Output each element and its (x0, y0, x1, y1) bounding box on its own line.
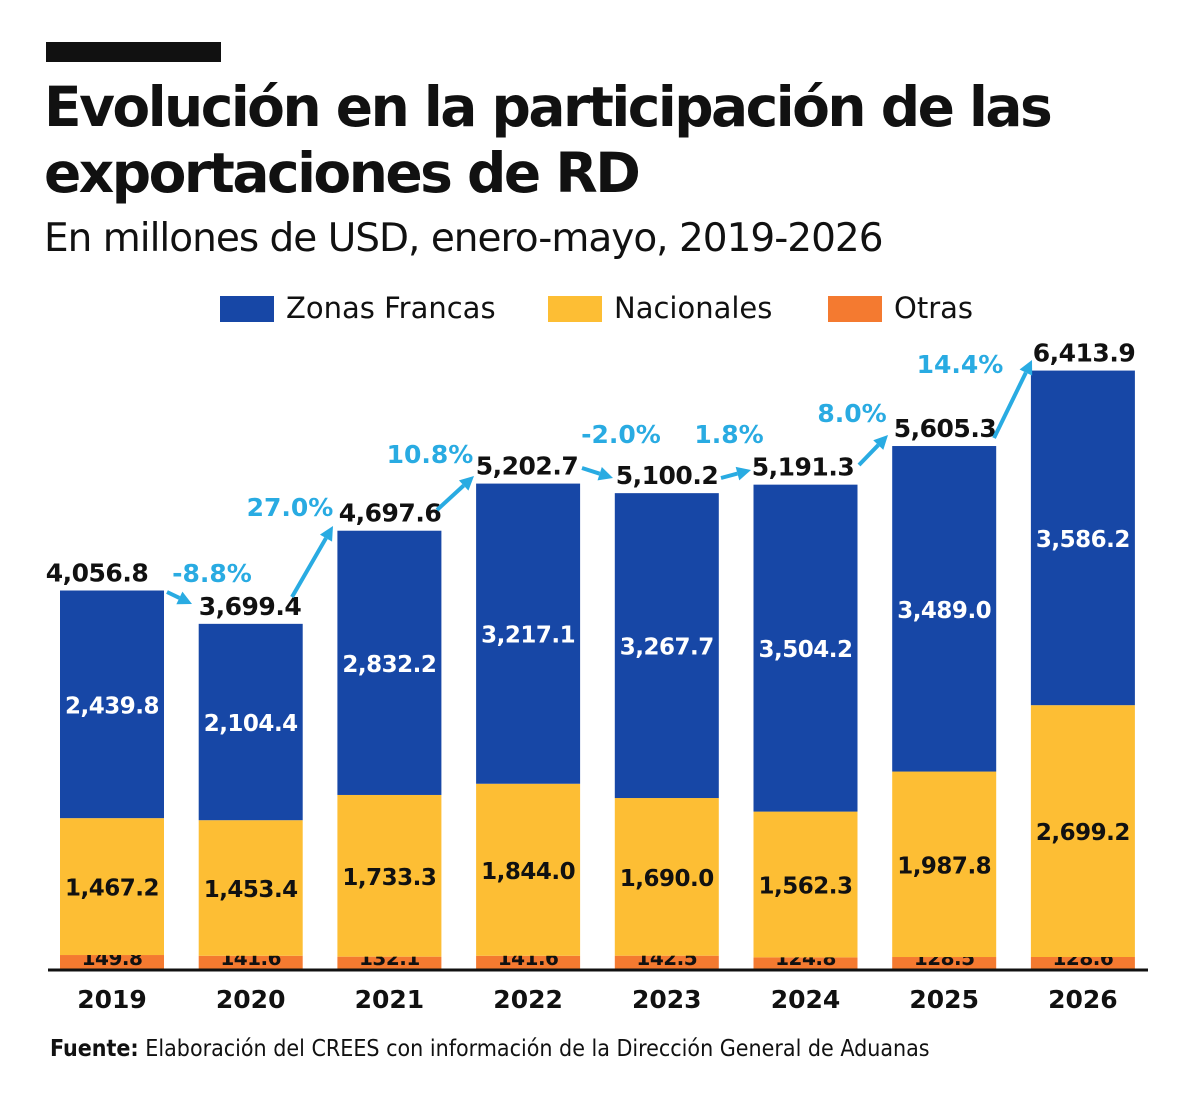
x-tick-label-2026: 2026 (1048, 985, 1118, 1014)
growth-label-2022: 10.8% (387, 440, 474, 469)
legend-swatch-zonas-francas (220, 296, 274, 322)
growth-label-2026: 14.4% (917, 350, 1004, 379)
x-tick-label-2022: 2022 (493, 985, 563, 1014)
bar-zonas-francas-2023 (614, 493, 719, 799)
growth-label-2021: 27.0% (247, 493, 334, 522)
segment-label-zonas-francas-2019: 2,439.8 (65, 693, 159, 719)
source-text: Elaboración del CREES con información de… (145, 1036, 930, 1062)
growth-arrowhead-2020-2021 (319, 526, 333, 542)
growth-label-2023: -2.0% (581, 420, 661, 449)
total-label-2026: 6,413.9 (1033, 339, 1135, 368)
total-label-2024: 5,191.3 (752, 453, 854, 482)
segment-label-nacionales-2025: 1,987.8 (897, 853, 991, 879)
growth-arrow-2020-2021 (290, 537, 328, 599)
legend-swatch-otras (828, 296, 882, 322)
chart-subtitle: En millones de USD, enero-mayo, 2019-202… (44, 216, 884, 261)
legend-label-zonas-francas: Zonas Francas (286, 291, 496, 325)
total-label-2021: 4,697.6 (339, 499, 442, 528)
bar-nacionales-2026 (1030, 705, 1135, 958)
total-label-2023: 5,100.2 (616, 461, 718, 490)
total-label-2020: 3,699.4 (199, 592, 302, 621)
total-label-2025: 5,605.3 (894, 414, 996, 443)
segment-label-zonas-francas-2025: 3,489.0 (897, 598, 991, 624)
chart-title: Evolución en la participación de las exp… (44, 75, 1053, 205)
bar-zonas-francas-2021 (337, 530, 442, 795)
bar-otras-2026 (1030, 957, 1135, 969)
growth-arrowhead-2025-2026 (1019, 360, 1033, 376)
bar-nacionales-2021 (337, 794, 442, 957)
growth-label-2020: -8.8% (172, 559, 252, 588)
x-tick-label-2021: 2021 (355, 985, 425, 1014)
bar-otras-2021 (337, 956, 442, 969)
segment-label-zonas-francas-2026: 3,586.2 (1036, 527, 1130, 553)
growth-arrowhead-2021-2022 (458, 476, 474, 491)
x-tick-label-2023: 2023 (632, 985, 702, 1014)
bar-nacionales-2023 (614, 798, 719, 956)
bar-otras-2019 (60, 955, 164, 969)
bar-nacionales-2019 (60, 818, 164, 956)
x-tick-label-2025: 2025 (909, 985, 979, 1014)
growth-arrow-2023-2024 (720, 471, 738, 480)
x-tick-label-2019: 2019 (77, 985, 147, 1014)
bar-otras-2023 (614, 955, 719, 969)
bar-nacionales-2022 (476, 783, 581, 956)
bar-zonas-francas-2019 (60, 590, 164, 819)
bar-nacionales-2025 (892, 771, 997, 958)
segment-label-nacionales-2024: 1,562.3 (759, 873, 853, 899)
bar-nacionales-2024 (753, 811, 858, 958)
growth-arrow-2021-2022 (435, 484, 466, 512)
growth-arrowhead-2023-2024 (735, 466, 751, 481)
segment-label-zonas-francas-2022: 3,217.1 (481, 623, 575, 649)
segment-label-nacionales-2026: 2,699.2 (1036, 820, 1130, 846)
bar-zonas-francas-2026 (1030, 370, 1135, 706)
segment-label-nacionales-2020: 1,453.4 (204, 877, 298, 903)
growth-arrowhead-2019-2020 (176, 591, 192, 605)
bar-otras-2020 (198, 955, 303, 969)
bar-zonas-francas-2025 (892, 446, 997, 772)
legend-label-otras: Otras (894, 291, 973, 325)
source-label: Fuente: (50, 1036, 139, 1062)
legend-label-nacionales: Nacionales (614, 291, 772, 325)
growth-arrowhead-2022-2023 (597, 467, 613, 481)
segment-label-zonas-francas-2021: 2,832.2 (342, 652, 436, 678)
x-tick-label-2024: 2024 (771, 985, 841, 1014)
growth-arrow-2025-2026 (992, 371, 1028, 439)
growth-arrow-2022-2023 (581, 466, 601, 476)
growth-arrow-2019-2020 (166, 590, 181, 600)
segment-label-nacionales-2021: 1,733.3 (342, 865, 436, 891)
bar-otras-2025 (892, 957, 997, 969)
bar-otras-2024 (753, 957, 858, 969)
bar-zonas-francas-2020 (198, 623, 303, 821)
x-tick-label-2020: 2020 (216, 985, 286, 1014)
total-label-2022: 5,202.7 (476, 452, 578, 481)
segment-label-zonas-francas-2020: 2,104.4 (204, 711, 298, 737)
bar-otras-2022 (476, 955, 581, 969)
title-accent-bar (46, 42, 221, 62)
growth-arrowhead-2024-2025 (873, 435, 888, 450)
segment-label-nacionales-2019: 1,467.2 (65, 876, 159, 902)
legend-swatch-nacionales (548, 296, 602, 322)
source-note: Fuente: Elaboración del CREES con inform… (50, 1034, 1170, 1064)
bar-zonas-francas-2024 (753, 484, 858, 812)
segment-label-zonas-francas-2023: 3,267.7 (620, 635, 714, 661)
segment-label-nacionales-2022: 1,844.0 (481, 859, 575, 885)
segment-label-nacionales-2023: 1,690.0 (620, 866, 714, 892)
total-label-2019: 4,056.8 (46, 559, 148, 588)
segment-label-zonas-francas-2024: 3,504.2 (759, 637, 853, 663)
growth-arrow-2024-2025 (857, 443, 880, 467)
bar-nacionales-2020 (198, 820, 303, 956)
growth-label-2025: 8.0% (817, 399, 886, 428)
growth-label-2024: 1.8% (694, 420, 763, 449)
bar-zonas-francas-2022 (476, 483, 581, 784)
